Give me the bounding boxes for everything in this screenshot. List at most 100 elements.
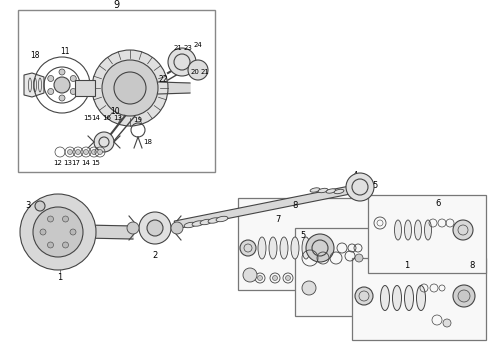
Text: 1: 1	[404, 261, 410, 270]
Text: 4: 4	[352, 171, 358, 180]
Text: 15: 15	[84, 115, 93, 121]
Text: 13: 13	[114, 115, 122, 121]
Circle shape	[168, 48, 196, 76]
Text: 10: 10	[110, 108, 120, 117]
Ellipse shape	[310, 188, 320, 192]
Text: 19: 19	[133, 117, 143, 123]
Circle shape	[68, 149, 73, 154]
Ellipse shape	[405, 220, 412, 240]
Ellipse shape	[424, 220, 432, 240]
Circle shape	[346, 173, 374, 201]
Circle shape	[63, 216, 69, 222]
Circle shape	[98, 149, 102, 154]
Circle shape	[272, 275, 277, 280]
Circle shape	[355, 287, 373, 305]
Circle shape	[325, 275, 330, 280]
Ellipse shape	[280, 237, 288, 259]
Circle shape	[102, 60, 158, 116]
Text: 8: 8	[293, 202, 298, 211]
Ellipse shape	[200, 219, 212, 225]
Circle shape	[83, 149, 89, 154]
Circle shape	[306, 234, 334, 262]
Text: 17: 17	[72, 160, 80, 166]
Circle shape	[94, 132, 114, 152]
Circle shape	[48, 76, 54, 81]
Text: 21: 21	[173, 45, 182, 51]
Circle shape	[313, 275, 318, 280]
Bar	[352, 258, 486, 340]
Text: 14: 14	[92, 115, 100, 121]
Text: 6: 6	[435, 198, 441, 207]
Text: 18: 18	[144, 139, 152, 145]
Circle shape	[286, 275, 291, 280]
Ellipse shape	[415, 220, 421, 240]
Circle shape	[299, 275, 304, 280]
Text: 23: 23	[184, 45, 193, 51]
Circle shape	[355, 254, 363, 262]
Ellipse shape	[381, 285, 390, 310]
Bar	[295, 228, 440, 316]
Text: 5: 5	[372, 180, 378, 189]
Ellipse shape	[269, 237, 277, 259]
Ellipse shape	[326, 189, 336, 193]
Circle shape	[92, 149, 97, 154]
Ellipse shape	[208, 218, 220, 223]
Text: 14: 14	[81, 160, 91, 166]
Circle shape	[54, 77, 70, 93]
Circle shape	[240, 240, 256, 256]
Circle shape	[70, 76, 76, 81]
Text: 8: 8	[469, 261, 475, 270]
Circle shape	[59, 69, 65, 75]
Circle shape	[59, 95, 65, 101]
Ellipse shape	[394, 220, 401, 240]
Bar	[368, 195, 486, 273]
Text: 20: 20	[191, 69, 199, 75]
Bar	[238, 198, 383, 290]
Circle shape	[139, 212, 171, 244]
Circle shape	[443, 319, 451, 327]
Text: 5: 5	[300, 231, 306, 240]
Text: 21: 21	[200, 69, 209, 75]
Circle shape	[458, 290, 470, 302]
Circle shape	[258, 275, 263, 280]
Circle shape	[114, 72, 146, 104]
Text: 7: 7	[275, 216, 281, 225]
Text: 2: 2	[152, 252, 158, 261]
Ellipse shape	[392, 285, 401, 310]
Circle shape	[243, 268, 257, 282]
Text: 11: 11	[60, 48, 70, 57]
Ellipse shape	[192, 221, 204, 226]
Circle shape	[127, 222, 139, 234]
Polygon shape	[24, 73, 44, 97]
Ellipse shape	[405, 285, 414, 310]
Ellipse shape	[318, 188, 328, 193]
Circle shape	[33, 207, 83, 257]
Circle shape	[48, 89, 54, 94]
Ellipse shape	[291, 237, 299, 259]
Bar	[75, 80, 95, 96]
Circle shape	[453, 285, 475, 307]
Circle shape	[171, 222, 183, 234]
Text: 1: 1	[57, 273, 63, 282]
Text: 24: 24	[194, 42, 202, 48]
Circle shape	[70, 89, 76, 94]
Text: 18: 18	[30, 50, 40, 59]
Text: 3: 3	[25, 201, 31, 210]
Text: 16: 16	[102, 115, 112, 121]
Circle shape	[92, 50, 168, 126]
Circle shape	[75, 149, 80, 154]
Text: 22: 22	[158, 76, 168, 85]
Circle shape	[48, 216, 53, 222]
Circle shape	[35, 201, 45, 211]
Text: 9: 9	[113, 0, 119, 10]
Polygon shape	[174, 186, 351, 229]
Ellipse shape	[334, 189, 344, 194]
Ellipse shape	[302, 237, 310, 259]
Circle shape	[40, 229, 46, 235]
Ellipse shape	[258, 237, 266, 259]
Polygon shape	[83, 225, 133, 239]
Bar	[18, 10, 215, 172]
Ellipse shape	[184, 222, 196, 228]
Circle shape	[70, 229, 76, 235]
Circle shape	[188, 60, 208, 80]
